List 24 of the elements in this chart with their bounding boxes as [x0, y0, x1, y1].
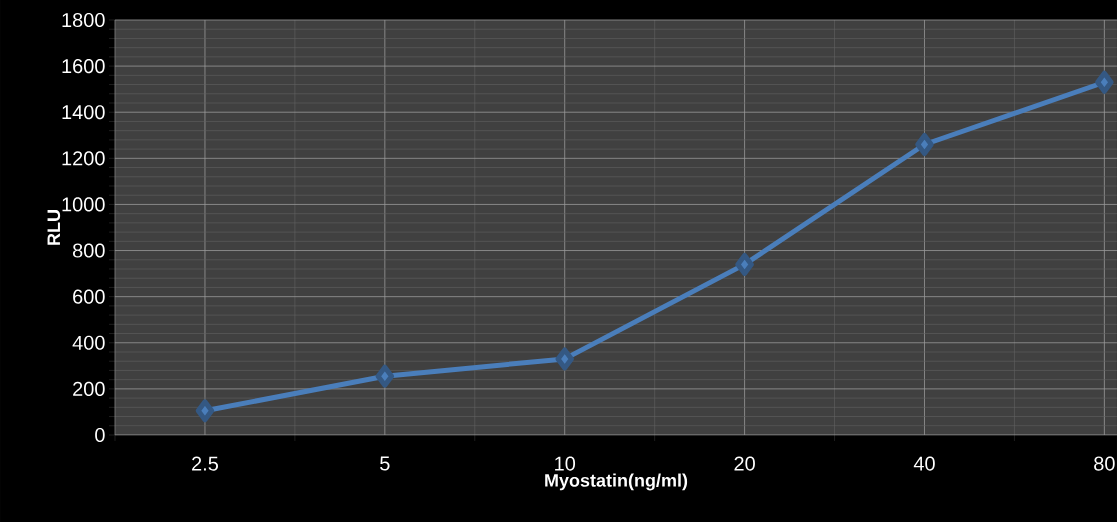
point [195, 399, 215, 423]
y-tick-label: 1600 [62, 59, 105, 74]
y-tick-label: 1200 [62, 151, 105, 166]
point [375, 364, 395, 388]
y-tick-label: 1000 [62, 197, 105, 212]
y-tick-label: 0 [95, 427, 105, 443]
point [915, 132, 934, 156]
y-tick-label: 1800 [62, 12, 105, 28]
x-axis-title: Myostatin(ng/ml) [545, 473, 688, 491]
point [1095, 70, 1114, 94]
y-tick-label: 1400 [62, 105, 105, 120]
y-tick-label: 800 [72, 243, 105, 258]
x-tick-label: 20 [734, 456, 755, 471]
x-tick-label: 10 [555, 456, 576, 471]
x-tick-label: 5 [380, 456, 390, 471]
y-tick-label: 200 [73, 381, 105, 396]
y-tick-label: 400 [72, 335, 105, 350]
y-axis-title: RLU [47, 210, 61, 245]
point [555, 347, 574, 371]
x-tick-label: 2.5 [192, 456, 219, 471]
point [735, 252, 754, 276]
x-tick-label: 80 [1094, 456, 1115, 471]
y-tick-label: 600 [73, 289, 105, 304]
x-tick-label: 40 [913, 456, 935, 471]
